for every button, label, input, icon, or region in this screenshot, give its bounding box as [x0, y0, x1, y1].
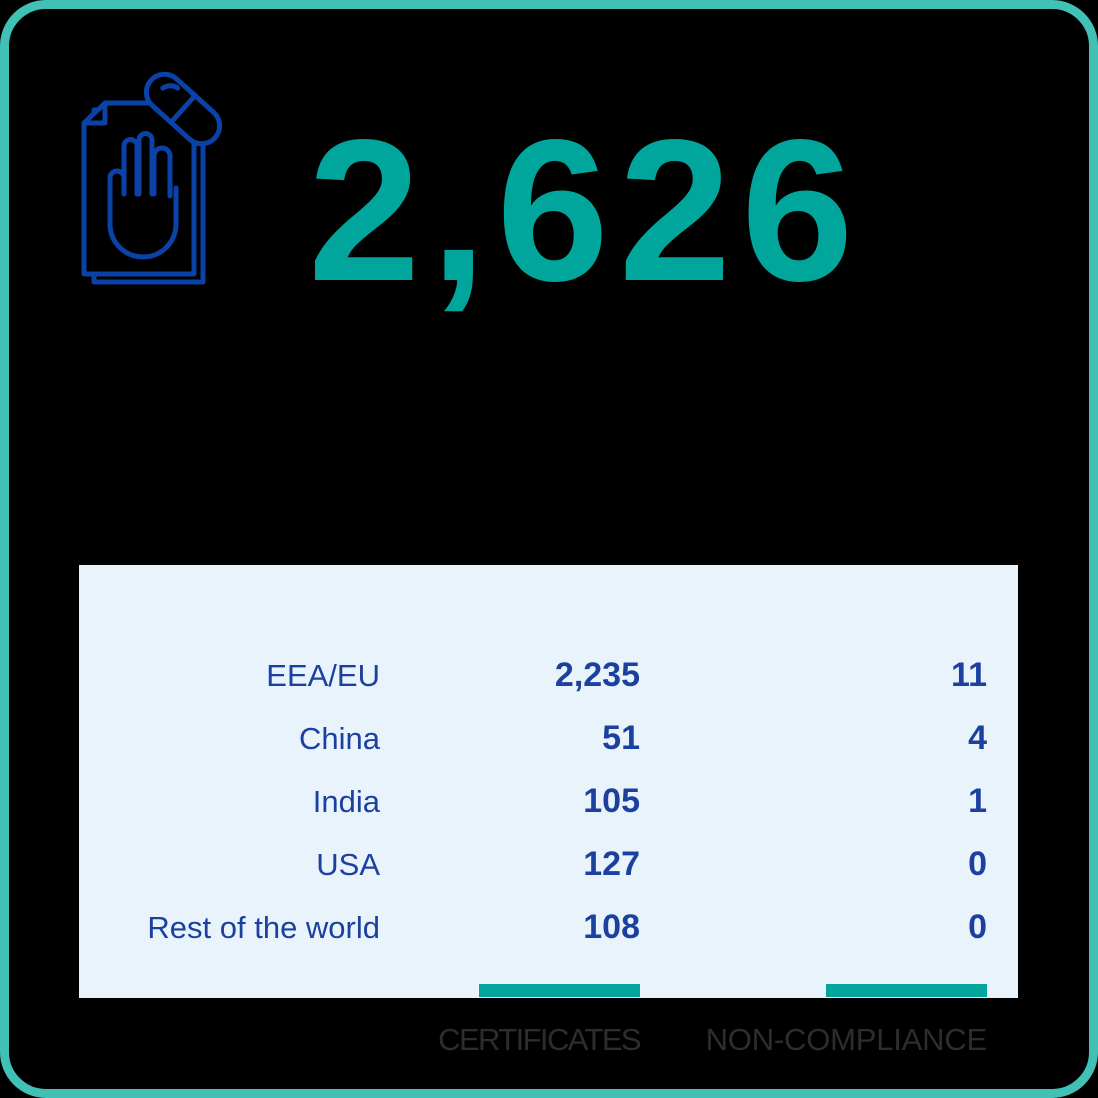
certificates-value: 108	[583, 908, 640, 946]
region-label: EEA/EU	[266, 658, 380, 693]
table-row: EEA/EU 2,235 11	[0, 644, 1098, 707]
stop-hand-icon	[107, 131, 179, 260]
certificates-value: 2,235	[554, 656, 640, 694]
document-stop-hand-pill-icon	[81, 72, 223, 285]
non-compliance-underline-bar	[826, 984, 987, 997]
region-table: EEA/EU 2,235 11 China 51 4 India 105 1 U…	[0, 644, 1098, 959]
region-label: USA	[316, 847, 380, 882]
table-row: USA 127 0	[0, 833, 1098, 896]
certificates-value: 51	[602, 719, 640, 757]
non-compliance-value: 0	[968, 845, 987, 883]
region-label: Rest of the world	[147, 910, 380, 945]
certificates-value: 127	[583, 845, 640, 883]
non-compliance-value: 0	[968, 908, 987, 946]
region-label: China	[299, 721, 380, 756]
non-compliance-value: 4	[968, 719, 987, 757]
table-row: Rest of the world 108 0	[0, 896, 1098, 959]
headline-value: 2,626	[308, 97, 864, 323]
non-compliance-column-label: NON-COMPLIANCE	[705, 1022, 988, 1057]
certificates-value: 105	[583, 782, 640, 820]
capsule-icon	[143, 72, 223, 147]
non-compliance-value: 1	[968, 782, 987, 820]
table-row: India 105 1	[0, 770, 1098, 833]
region-label: India	[312, 784, 380, 819]
data-panel	[79, 565, 1018, 998]
table-row: China 51 4	[0, 707, 1098, 770]
certificates-column-label: CERTIFICATES	[438, 1022, 641, 1057]
certificates-underline-bar	[479, 984, 640, 997]
non-compliance-value: 11	[951, 656, 987, 694]
